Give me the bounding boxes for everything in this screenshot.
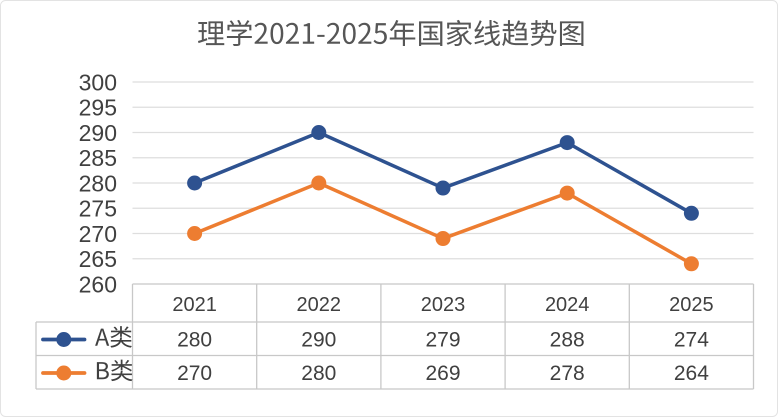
svg-text:274: 274 — [674, 329, 709, 352]
svg-text:2021: 2021 — [172, 294, 217, 316]
svg-text:295: 295 — [79, 95, 117, 121]
svg-text:280: 280 — [79, 170, 117, 196]
svg-text:290: 290 — [79, 120, 117, 146]
svg-text:2025: 2025 — [669, 294, 714, 316]
svg-text:270: 270 — [79, 221, 117, 247]
svg-text:278: 278 — [550, 362, 585, 385]
svg-text:270: 270 — [177, 362, 212, 385]
svg-text:285: 285 — [79, 145, 117, 171]
svg-text:280: 280 — [177, 329, 212, 352]
svg-text:2023: 2023 — [421, 294, 466, 316]
svg-text:279: 279 — [425, 329, 460, 352]
svg-text:269: 269 — [425, 362, 460, 385]
svg-text:265: 265 — [79, 246, 117, 272]
svg-text:2024: 2024 — [545, 294, 590, 316]
svg-text:280: 280 — [301, 362, 336, 385]
svg-text:288: 288 — [550, 329, 585, 352]
svg-text:275: 275 — [79, 196, 117, 222]
svg-text:2022: 2022 — [297, 294, 342, 316]
svg-text:260: 260 — [79, 271, 117, 297]
svg-text:290: 290 — [301, 329, 336, 352]
svg-text:300: 300 — [79, 69, 117, 95]
svg-text:264: 264 — [674, 362, 709, 385]
